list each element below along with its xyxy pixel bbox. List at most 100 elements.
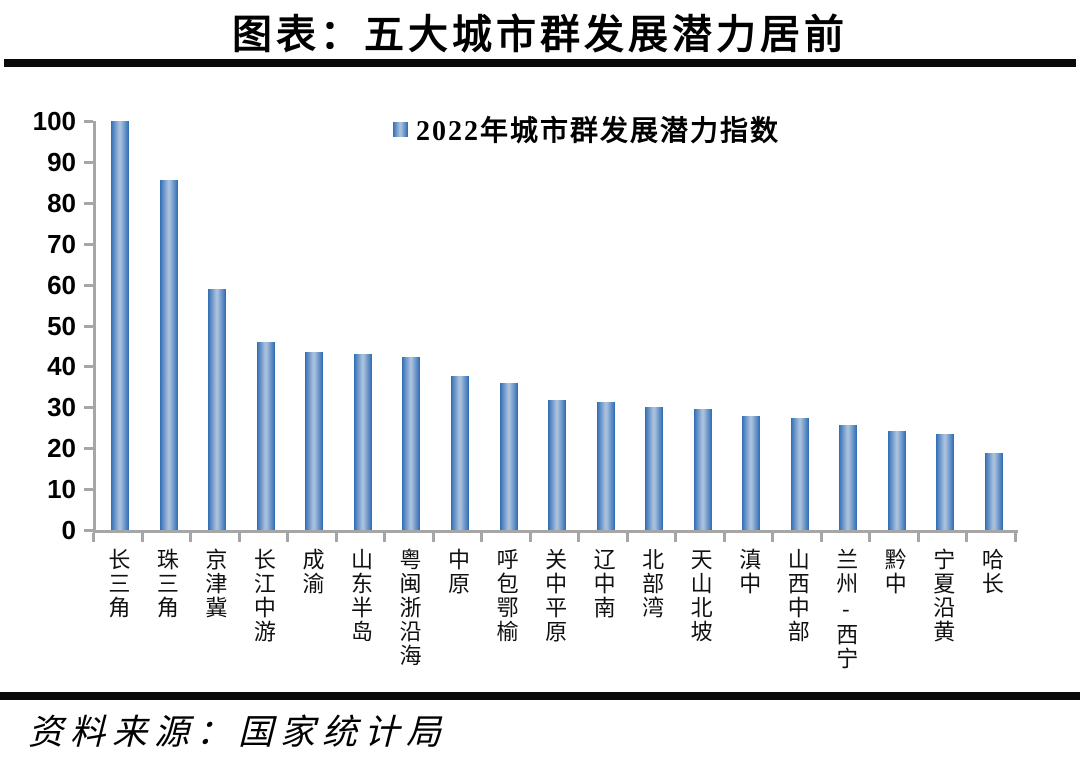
bar-slot (242, 121, 291, 530)
bar-slot (581, 121, 630, 530)
y-axis-label: 10 (47, 474, 76, 505)
x-axis-tick (237, 533, 241, 542)
x-axis-tick (1014, 533, 1017, 542)
bar-slot (630, 121, 679, 530)
x-axis-label: 滇中 (736, 548, 762, 596)
x-axis-label: 山东半岛 (347, 548, 373, 644)
bar (742, 416, 761, 530)
x-axis-label: 兰州-西宁 (833, 548, 859, 671)
bar (887, 431, 906, 530)
x-axis-label: 呼包鄂榆 (493, 548, 519, 644)
x-axis-label: 关中平原 (542, 548, 568, 644)
x-axis-tick (577, 533, 581, 542)
y-axis-tick (84, 447, 93, 451)
x-axis-label: 京津冀 (202, 548, 228, 620)
y-axis-tick (84, 324, 93, 328)
bar-slot (484, 121, 533, 530)
legend: 2022年城市群发展潜力指数 (393, 109, 780, 149)
bar-slot (678, 121, 727, 530)
bar-slot (193, 121, 242, 530)
y-axis-label: 80 (47, 187, 76, 218)
bar-slot (436, 121, 485, 530)
bar-slot (775, 121, 824, 530)
y-axis-tick (84, 201, 93, 205)
bar-slot (873, 121, 922, 530)
bar (839, 425, 858, 530)
bar-slot (387, 121, 436, 530)
bar (693, 408, 712, 530)
y-axis-tick (84, 365, 93, 369)
x-axis-label: 黔中 (881, 548, 907, 596)
y-axis-tick (84, 160, 93, 164)
x-axis-label: 辽中南 (590, 548, 616, 620)
y-axis-tick (84, 120, 93, 123)
x-axis-label: 长江中游 (250, 548, 276, 644)
bar-slot (145, 121, 194, 530)
x-axis-tick (189, 533, 193, 542)
x-axis-tick (480, 533, 484, 542)
x-axis-tick (431, 533, 435, 542)
y-axis-tick (84, 406, 93, 410)
y-axis-tick (84, 488, 93, 492)
y-axis-label: 40 (47, 351, 76, 382)
bar (645, 406, 664, 530)
bar (984, 452, 1003, 530)
x-axis-label: 长三角 (105, 548, 131, 620)
x-axis-tick (286, 533, 290, 542)
y-axis-label: 70 (47, 228, 76, 259)
x-axis-label: 中原 (445, 548, 471, 596)
bar-slot (96, 121, 145, 530)
x-axis-tick (771, 533, 775, 542)
bar (790, 418, 809, 530)
plot-area (93, 121, 1018, 533)
x-axis-tick (674, 533, 678, 542)
y-axis-tick (84, 529, 93, 532)
bar (402, 356, 421, 530)
bar-slot (290, 121, 339, 530)
y-axis-label: 20 (47, 433, 76, 464)
x-axis-tick (722, 533, 726, 542)
legend-label: 2022年城市群发展潜力指数 (416, 116, 781, 147)
y-axis-label: 90 (47, 146, 76, 177)
x-axis-tick (528, 533, 532, 542)
x-axis-label: 北部湾 (639, 548, 665, 620)
bar (499, 382, 518, 530)
x-axis-label: 天山北坡 (687, 548, 713, 644)
bar (548, 399, 567, 530)
x-axis-tick (625, 533, 629, 542)
x-axis-label: 宁夏沿黄 (930, 548, 956, 644)
top-divider (4, 59, 1076, 67)
y-axis-tick (84, 283, 93, 287)
page-title: 图表：五大城市群发展潜力居前 (232, 12, 848, 57)
x-axis-label: 哈长 (978, 548, 1004, 596)
x-axis-tick (383, 533, 387, 542)
x-axis-label: 粤闽浙沿海 (396, 548, 422, 668)
x-axis-label: 成渝 (299, 548, 325, 596)
bar (596, 401, 615, 530)
y-axis-label: 30 (47, 392, 76, 423)
legend-swatch-icon (393, 121, 408, 137)
y-axis-label: 0 (61, 515, 76, 545)
bar (353, 353, 372, 530)
bar-slot (533, 121, 582, 530)
x-axis-tick (334, 533, 338, 542)
x-axis-tick (140, 533, 144, 542)
bar (159, 180, 178, 530)
y-axis-tick (84, 242, 93, 246)
bar (450, 376, 469, 530)
bar-slot (921, 121, 970, 530)
x-axis-tick (868, 533, 872, 542)
x-axis-tick (916, 533, 920, 542)
x-axis-tick (92, 533, 95, 542)
bar-slot (727, 121, 776, 530)
bar-slot (970, 121, 1019, 530)
x-axis-label: 山西中部 (784, 548, 810, 644)
x-axis-label: 珠三角 (153, 548, 179, 620)
y-axis-label: 60 (47, 269, 76, 300)
bar-slot (339, 121, 388, 530)
y-axis-label: 50 (47, 310, 76, 341)
bar (256, 341, 275, 530)
source-note: 资料来源：国家统计局 (28, 713, 449, 752)
bar (305, 351, 324, 530)
